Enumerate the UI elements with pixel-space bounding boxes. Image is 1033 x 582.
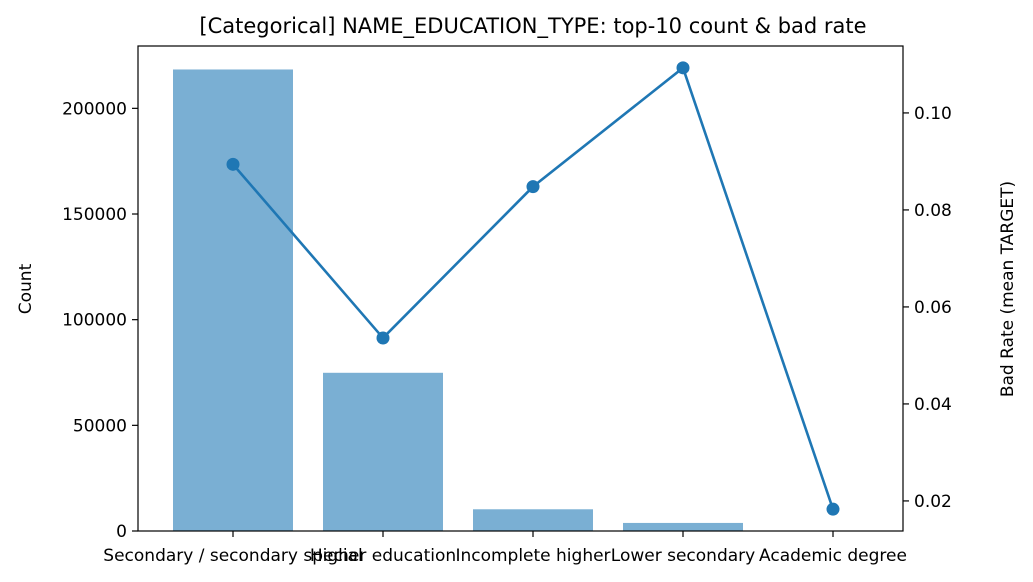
bad-rate-point-5 xyxy=(826,502,840,516)
x-tick-label: Lower secondary xyxy=(611,546,755,566)
count-bar-2 xyxy=(323,372,443,531)
y2-tick-label: 0.02 xyxy=(914,492,952,512)
plot-frame xyxy=(137,45,904,532)
y2-tick-label: 0.06 xyxy=(914,298,952,318)
y-tick-label: 150000 xyxy=(62,205,127,225)
y2-tick-label: 0.08 xyxy=(914,201,952,221)
bad-rate-point-1 xyxy=(226,157,240,171)
y2-tick-label: 0.10 xyxy=(914,104,952,124)
bad-rate-point-4 xyxy=(676,61,690,75)
bad-rate-point-3 xyxy=(526,180,540,194)
y-tick-label: 100000 xyxy=(62,311,127,331)
y2-tick-label: 0.04 xyxy=(914,395,952,415)
y-axis-label: Count xyxy=(16,263,36,314)
y2-axis-label: Bad Rate (mean TARGET) xyxy=(998,181,1018,397)
count-bar-4 xyxy=(623,522,743,531)
y-tick-label: 0 xyxy=(116,522,127,542)
bad-rate-point-2 xyxy=(376,331,390,345)
bad-rate-line-group xyxy=(226,61,840,516)
count-bar-1 xyxy=(173,69,293,532)
count-bar-3 xyxy=(473,509,593,531)
x-tick-label: Higher education xyxy=(310,546,456,566)
y-tick-label: 50000 xyxy=(73,416,127,436)
y-tick-label: 200000 xyxy=(62,99,127,119)
y2-axis-ticks: 0.02 0.04 0.06 0.08 0.10 xyxy=(903,104,952,512)
x-tick-label: Secondary / secondary special xyxy=(103,546,362,566)
x-tick-label: Incomplete higher xyxy=(455,546,610,566)
chart-title: [Categorical] NAME_EDUCATION_TYPE: top-1… xyxy=(199,14,866,39)
y-axis-ticks: 0 50000 100000 150000 200000 xyxy=(62,99,138,542)
bars-group xyxy=(173,69,893,532)
x-tick-label: Academic degree xyxy=(759,546,907,566)
